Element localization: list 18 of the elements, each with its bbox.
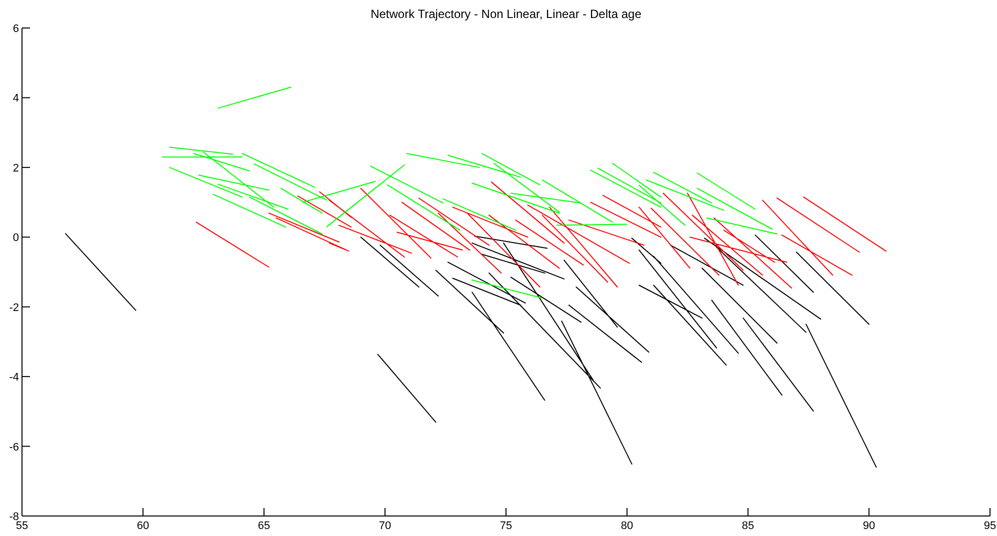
x-tick-label: 95 (984, 520, 996, 532)
chart-title: Network Trajectory - Non Linear, Linear - Delta age (370, 7, 642, 21)
x-tick-label: 75 (500, 520, 512, 532)
y-tick-label: 0 (12, 232, 19, 244)
x-tick-label: 70 (378, 520, 392, 532)
y-tick-label: 4 (12, 92, 19, 105)
y-tick-label: -6 (9, 441, 19, 454)
y-tick-label: -4 (9, 372, 19, 384)
x-tick-label: 90 (862, 520, 876, 532)
x-tick-label: 65 (258, 520, 270, 532)
y-tick-label: 2 (12, 162, 19, 174)
y-tick-label: -8 (9, 511, 19, 523)
x-tick-label: 55 (16, 520, 28, 532)
x-tick-label: 85 (742, 520, 754, 532)
x-tick-label: 60 (136, 520, 150, 532)
y-tick-label: -2 (9, 302, 19, 314)
y-tick-label: 6 (12, 23, 19, 35)
x-tick-label: 80 (620, 520, 634, 532)
